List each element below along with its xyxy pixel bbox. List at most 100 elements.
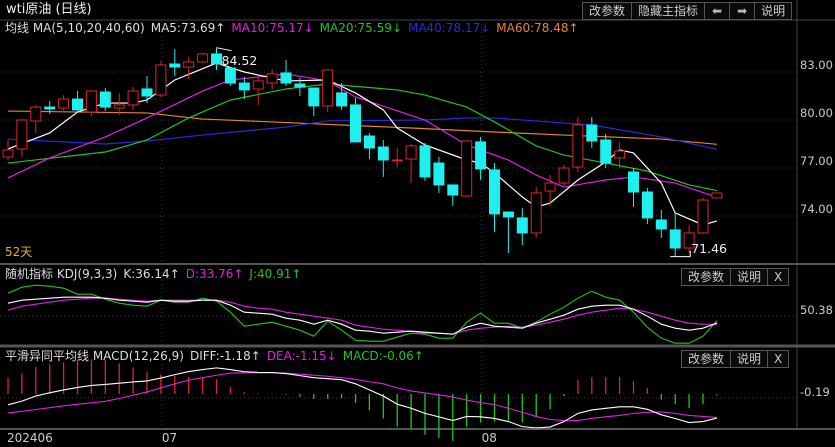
ma10-line bbox=[7, 73, 718, 198]
candle-up bbox=[697, 197, 709, 234]
kdj-legend-prefix: 随机指标 KDJ(9,3,3) bbox=[5, 267, 118, 281]
candle-down bbox=[211, 47, 222, 70]
kdj-help-button[interactable]: 说明 bbox=[731, 269, 769, 285]
candle-body bbox=[85, 90, 97, 113]
candle-down bbox=[516, 208, 528, 245]
price-tick-label: 80.00 bbox=[800, 106, 833, 120]
macd-toolbar: 改参数 说明 X bbox=[681, 350, 790, 368]
candle-down bbox=[224, 67, 236, 86]
macd-axis-label: -0.19 bbox=[800, 385, 830, 399]
macd-change-params-button[interactable]: 改参数 bbox=[682, 351, 732, 367]
candle-body bbox=[113, 104, 125, 109]
candle-down bbox=[502, 211, 514, 253]
candle-body bbox=[211, 53, 222, 65]
low-leader-line bbox=[670, 250, 691, 258]
macd-close-button[interactable]: X bbox=[774, 352, 783, 366]
candle-body bbox=[391, 159, 403, 162]
candle-down bbox=[447, 184, 459, 206]
kdj-lines bbox=[7, 284, 718, 344]
help-button[interactable]: 说明 bbox=[761, 4, 786, 18]
candle-up bbox=[266, 68, 278, 90]
candle-up bbox=[183, 56, 195, 80]
candle-body bbox=[669, 229, 681, 249]
candle-body bbox=[377, 146, 389, 161]
kdj-k-line bbox=[7, 296, 718, 335]
macd-plot bbox=[7, 359, 718, 441]
chart-title: wti原油 (日线) bbox=[6, 2, 92, 17]
candle-down bbox=[169, 48, 181, 76]
arrow-right-icon[interactable]: ➡ bbox=[730, 3, 756, 19]
kdj-k-value: K:36.14↑ bbox=[123, 267, 180, 281]
candle-body bbox=[141, 88, 153, 97]
date-tick-label: 202406 bbox=[7, 431, 53, 445]
macd-legend-prefix: 平滑异同平均线 MACD(12,26,9) bbox=[5, 349, 184, 363]
candle-body bbox=[252, 80, 264, 90]
kdj-j-value: J:40.91↑ bbox=[249, 267, 302, 281]
candle-body bbox=[502, 211, 514, 218]
candle-body bbox=[600, 139, 612, 164]
candle-body bbox=[238, 82, 250, 91]
candle-down bbox=[350, 97, 361, 143]
candle-body bbox=[72, 98, 83, 111]
candle-up bbox=[113, 92, 125, 116]
candle-up bbox=[322, 69, 334, 112]
macd-dea-line bbox=[7, 372, 717, 422]
candle-up bbox=[252, 76, 264, 105]
kdj-change-params-button[interactable]: 改参数 bbox=[682, 269, 732, 285]
candle-down bbox=[280, 60, 292, 86]
kdj-d-line bbox=[7, 297, 717, 335]
high-leader-line bbox=[216, 47, 232, 52]
candle-up bbox=[530, 187, 542, 238]
ma60-value: MA60:78.48↑ bbox=[496, 21, 579, 35]
candle-up bbox=[85, 89, 97, 116]
candle-down bbox=[475, 136, 487, 180]
candle-body bbox=[641, 191, 653, 219]
kdj-axis-label: 50.38 bbox=[800, 303, 833, 317]
candle-up bbox=[711, 192, 723, 199]
candle-down bbox=[586, 116, 598, 148]
price-tick-label: 77.00 bbox=[800, 154, 833, 168]
candle-body bbox=[30, 106, 42, 122]
candle-body bbox=[169, 63, 181, 68]
candle-body bbox=[16, 119, 28, 150]
candle-body bbox=[127, 90, 139, 106]
candle-body bbox=[2, 149, 14, 158]
ma-legend: 均线 MA(5,10,20,40,60) MA5:73.69↑ MA10:75.17… bbox=[5, 20, 585, 36]
candle-body bbox=[586, 124, 598, 142]
candle-up bbox=[197, 52, 209, 64]
arrow-left-icon[interactable]: ⬅ bbox=[705, 3, 731, 19]
candle-down bbox=[336, 83, 348, 110]
kdj-legend: 随机指标 KDJ(9,3,3) K:36.14↑ D:33.76↑ J:40.91↑ bbox=[5, 266, 307, 282]
candle-body bbox=[197, 53, 209, 63]
candle-body bbox=[572, 124, 584, 168]
candle-down bbox=[669, 212, 681, 257]
low-price-label: 71.46 bbox=[691, 240, 727, 256]
ma20-value: MA20:75.59↓ bbox=[319, 21, 402, 35]
candle-body bbox=[530, 192, 542, 234]
candle-down bbox=[141, 76, 153, 104]
candle-down bbox=[363, 132, 375, 160]
candle-down bbox=[433, 156, 445, 193]
candle-body bbox=[544, 182, 556, 192]
candle-down bbox=[238, 76, 250, 100]
candle-down bbox=[600, 133, 612, 168]
macd-dea-value: DEA:-1.15↓ bbox=[266, 349, 337, 363]
change-params-button[interactable]: 改参数 bbox=[583, 3, 633, 19]
kdj-close-button[interactable]: X bbox=[774, 270, 783, 284]
candle-up bbox=[58, 95, 70, 112]
candle-up bbox=[2, 140, 14, 160]
candle-body bbox=[183, 61, 195, 68]
hide-main-indicator-button[interactable]: 隐藏主指标 bbox=[632, 3, 706, 19]
ma10-value: MA10:75.17↓ bbox=[231, 21, 314, 35]
candle-up bbox=[683, 224, 695, 253]
candle-body bbox=[461, 140, 473, 197]
candle-down bbox=[308, 87, 320, 116]
candle-body bbox=[266, 73, 278, 84]
candlesticks bbox=[2, 47, 723, 257]
macd-help-button[interactable]: 说明 bbox=[731, 351, 769, 367]
kdj-toolbar: 改参数 说明 X bbox=[681, 268, 790, 286]
candle-body bbox=[711, 192, 723, 199]
candle-body bbox=[697, 199, 709, 234]
gridlines bbox=[0, 20, 797, 429]
